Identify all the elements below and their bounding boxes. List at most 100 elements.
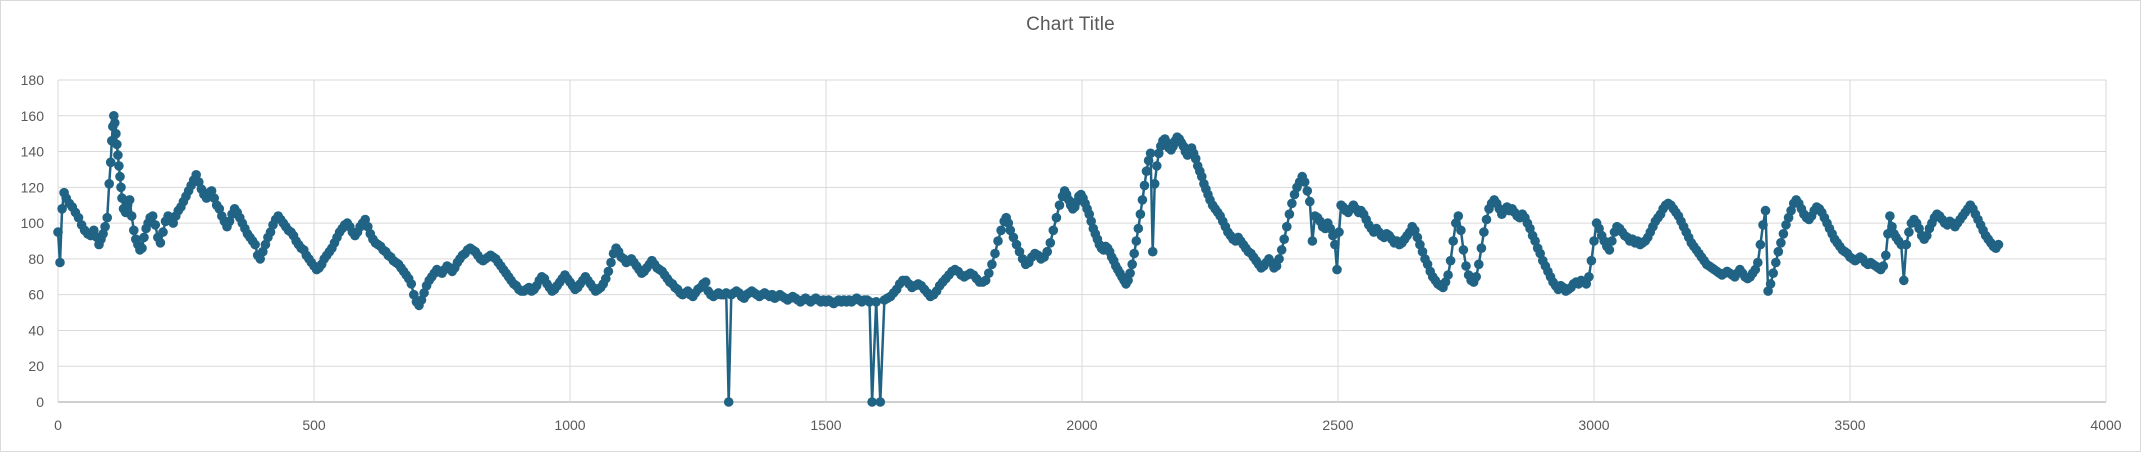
data-point-marker[interactable]: [1474, 259, 1484, 270]
data-point-marker[interactable]: [1123, 275, 1133, 286]
data-point-marker[interactable]: [993, 236, 1003, 246]
data-point-marker[interactable]: [1276, 245, 1287, 255]
data-point-marker[interactable]: [1305, 196, 1315, 207]
data-point-marker[interactable]: [360, 214, 371, 225]
data-point-marker[interactable]: [1786, 205, 1796, 216]
data-point-marker[interactable]: [406, 279, 417, 289]
data-point-marker[interactable]: [250, 239, 260, 250]
data-point-marker[interactable]: [1456, 225, 1466, 236]
data-point-marker[interactable]: [1129, 248, 1139, 259]
data-point-marker[interactable]: [1479, 227, 1489, 237]
data-point-marker[interactable]: [1145, 148, 1156, 159]
data-point-marker[interactable]: [1289, 189, 1300, 200]
data-point-marker[interactable]: [265, 227, 276, 237]
data-point-marker[interactable]: [1412, 232, 1423, 243]
data-point-marker[interactable]: [1141, 166, 1152, 176]
data-point-marker[interactable]: [102, 212, 112, 223]
data-point-marker[interactable]: [1045, 238, 1056, 248]
data-point-marker[interactable]: [1461, 261, 1471, 271]
data-point-marker[interactable]: [1755, 239, 1766, 250]
data-point-marker[interactable]: [606, 257, 616, 268]
data-point-marker[interactable]: [1778, 229, 1789, 239]
data-point-marker[interactable]: [150, 220, 161, 230]
data-point-marker[interactable]: [1054, 200, 1065, 210]
data-point-marker[interactable]: [1758, 220, 1768, 230]
data-point-marker[interactable]: [137, 243, 147, 253]
data-point-marker[interactable]: [1284, 209, 1295, 219]
data-point-marker[interactable]: [206, 186, 217, 196]
data-point-marker[interactable]: [1476, 243, 1487, 253]
data-point-marker[interactable]: [1530, 236, 1540, 246]
data-point-marker[interactable]: [124, 195, 135, 205]
data-point-marker[interactable]: [996, 225, 1006, 236]
data-point-marker[interactable]: [1287, 198, 1297, 209]
data-point-marker[interactable]: [117, 193, 127, 203]
data-point-marker[interactable]: [1471, 272, 1481, 282]
data-point-marker[interactable]: [1133, 223, 1144, 234]
data-point-marker[interactable]: [1125, 268, 1135, 279]
data-point-marker[interactable]: [1763, 286, 1773, 296]
data-series[interactable]: [53, 111, 2004, 407]
data-point-marker[interactable]: [255, 254, 265, 264]
data-point-marker[interactable]: [1137, 195, 1148, 205]
data-point-marker[interactable]: [73, 212, 84, 223]
data-point-marker[interactable]: [1135, 209, 1146, 219]
data-point-marker[interactable]: [105, 157, 116, 168]
data-point-marker[interactable]: [1773, 246, 1784, 257]
data-point-marker[interactable]: [1881, 250, 1891, 261]
data-point-marker[interactable]: [864, 297, 875, 307]
data-point-marker[interactable]: [111, 128, 121, 139]
data-point-marker[interactable]: [1445, 255, 1456, 266]
data-point-marker[interactable]: [1008, 232, 1019, 243]
data-point-marker[interactable]: [158, 227, 168, 237]
data-point-marker[interactable]: [1149, 179, 1160, 189]
data-point-marker[interactable]: [191, 170, 201, 180]
data-point-marker[interactable]: [419, 288, 429, 298]
data-point-marker[interactable]: [53, 227, 63, 237]
data-point-marker[interactable]: [1481, 214, 1492, 225]
data-point-marker[interactable]: [1014, 246, 1025, 257]
data-point-marker[interactable]: [723, 397, 734, 407]
data-point-marker[interactable]: [1781, 220, 1791, 230]
data-point-marker[interactable]: [1131, 236, 1142, 246]
data-point-marker[interactable]: [1330, 239, 1340, 250]
data-point-marker[interactable]: [1878, 261, 1889, 271]
data-point-marker[interactable]: [1139, 180, 1150, 191]
data-point-marker[interactable]: [1448, 236, 1458, 246]
data-point-marker[interactable]: [980, 275, 991, 286]
data-point-marker[interactable]: [260, 239, 271, 250]
data-point-marker[interactable]: [1584, 272, 1594, 282]
data-point-marker[interactable]: [987, 259, 997, 270]
chart-title[interactable]: Chart Title: [1026, 14, 1115, 35]
data-point-marker[interactable]: [1147, 246, 1158, 257]
data-point-marker[interactable]: [114, 161, 124, 171]
data-point-marker[interactable]: [116, 182, 126, 193]
data-point-marker[interactable]: [1776, 238, 1786, 248]
data-point-marker[interactable]: [1417, 246, 1428, 257]
data-point-marker[interactable]: [601, 273, 611, 284]
data-point-marker[interactable]: [1042, 246, 1052, 257]
data-point-marker[interactable]: [1607, 236, 1617, 246]
data-point-marker[interactable]: [1765, 279, 1776, 289]
data-point-marker[interactable]: [990, 248, 1000, 259]
data-point-marker[interactable]: [1197, 171, 1207, 182]
data-point-marker[interactable]: [1307, 236, 1318, 246]
data-point-marker[interactable]: [1753, 257, 1763, 268]
data-point-marker[interactable]: [1332, 264, 1342, 275]
data-point-marker[interactable]: [100, 221, 110, 232]
data-point-marker[interactable]: [867, 397, 877, 407]
data-point-marker[interactable]: [1586, 255, 1597, 266]
data-point-marker[interactable]: [1282, 221, 1292, 232]
data-point-marker[interactable]: [1885, 211, 1895, 221]
data-point-marker[interactable]: [1604, 245, 1615, 255]
data-point-marker[interactable]: [126, 211, 137, 221]
data-point-marker[interactable]: [112, 139, 122, 150]
data-point-marker[interactable]: [55, 257, 65, 268]
data-point-marker[interactable]: [57, 204, 67, 214]
data-point-marker[interactable]: [700, 277, 711, 287]
data-point-marker[interactable]: [1152, 161, 1162, 171]
data-point-marker[interactable]: [1279, 234, 1289, 244]
data-point-marker[interactable]: [1768, 268, 1778, 279]
data-point-marker[interactable]: [1190, 153, 1201, 164]
data-point-marker[interactable]: [129, 225, 139, 236]
